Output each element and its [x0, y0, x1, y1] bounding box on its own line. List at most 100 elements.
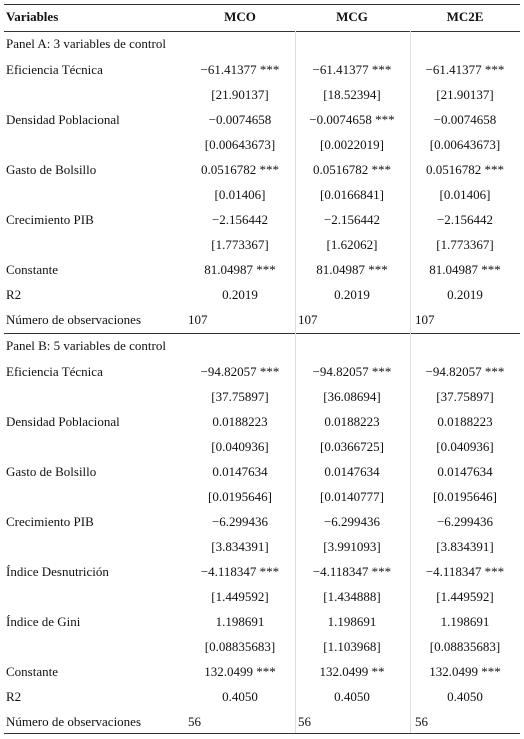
- row-label: Eficiencia Técnica: [6, 364, 103, 379]
- cell: [1.773367]: [436, 237, 494, 252]
- cell: −6.299436: [211, 514, 269, 529]
- row-label: Número de observaciones: [6, 714, 142, 729]
- rule: [4, 31, 520, 32]
- header-cell: MC2E: [446, 9, 484, 24]
- row-label: Número de observaciones: [6, 312, 142, 327]
- column-separator: [295, 31, 296, 733]
- cell: [0.08835683]: [204, 639, 276, 654]
- cell: 0.0516782 ***: [426, 162, 504, 177]
- cell: 56: [298, 714, 311, 729]
- row-label: Densidad Poblacional: [6, 414, 120, 429]
- row-label: R2: [6, 689, 22, 704]
- row-label: Crecimiento PIB: [6, 514, 94, 529]
- cell: [0.0166841]: [320, 187, 384, 202]
- cell: [1.103968]: [323, 639, 381, 654]
- rule: [4, 333, 520, 334]
- cell: [37.75897]: [436, 389, 494, 404]
- cell: [0.0022019]: [320, 137, 384, 152]
- cell: [0.0195646]: [208, 489, 272, 504]
- cell: 107: [415, 312, 435, 327]
- cell: −2.156442: [211, 212, 269, 227]
- cell: 0.0188223: [212, 414, 268, 429]
- cell: 81.04987 ***: [204, 262, 276, 277]
- cell: [0.0366725]: [320, 439, 384, 454]
- cell: −94.82057 ***: [425, 364, 505, 379]
- cell: [1.449592]: [211, 589, 269, 604]
- cell: 81.04987 ***: [316, 262, 388, 277]
- rule: [4, 4, 520, 5]
- cell: −61.41377 ***: [425, 62, 505, 77]
- row-label: Eficiencia Técnica: [6, 62, 103, 77]
- row-label: Índice Desnutrición: [6, 564, 109, 579]
- cell: [36.08694]: [323, 389, 381, 404]
- cell: [0.040936]: [211, 439, 269, 454]
- cell: [37.75897]: [211, 389, 269, 404]
- cell: 1.198691: [215, 614, 265, 629]
- cell: [0.08835683]: [429, 639, 501, 654]
- cell: [21.90137]: [211, 87, 269, 102]
- cell: 0.0188223: [437, 414, 493, 429]
- cell: [3.834391]: [211, 539, 269, 554]
- cell: 0.0516782 ***: [313, 162, 391, 177]
- cell: −94.82057 ***: [200, 364, 280, 379]
- cell: −0.0074658 ***: [309, 112, 395, 127]
- panel-title: Panel B: 5 variables de control: [6, 338, 166, 353]
- cell: 107: [298, 312, 318, 327]
- rule: [4, 733, 520, 734]
- cell: 56: [415, 714, 428, 729]
- row-label: Gasto de Bolsillo: [6, 464, 97, 479]
- cell: −61.41377 ***: [312, 62, 392, 77]
- cell: −0.0074658: [433, 112, 497, 127]
- cell: 0.0147634: [437, 464, 493, 479]
- cell: −0.0074658: [208, 112, 272, 127]
- cell: [1.449592]: [436, 589, 494, 604]
- cell: [0.01406]: [439, 187, 491, 202]
- cell: −6.299436: [436, 514, 494, 529]
- cell: −4.118347 ***: [200, 564, 280, 579]
- row-label: Índice de Gini: [6, 614, 81, 629]
- cell: [21.90137]: [436, 87, 494, 102]
- cell: 1.198691: [327, 614, 377, 629]
- cell: 0.0516782 ***: [201, 162, 279, 177]
- header-cell: Variables: [6, 9, 59, 24]
- cell: [0.0195646]: [433, 489, 497, 504]
- cell: 1.198691: [440, 614, 490, 629]
- cell: [3.991093]: [323, 539, 381, 554]
- cell: 0.4050: [222, 689, 258, 704]
- cell: 132.0499 ***: [429, 664, 501, 679]
- cell: [3.834391]: [436, 539, 494, 554]
- cell: 107: [188, 312, 208, 327]
- cell: 56: [188, 714, 201, 729]
- panel-title: Panel A: 3 variables de control: [6, 36, 166, 51]
- cell: 0.0147634: [212, 464, 268, 479]
- cell: 0.0147634: [324, 464, 380, 479]
- cell: 0.4050: [447, 689, 483, 704]
- cell: [0.0140777]: [320, 489, 384, 504]
- cell: −2.156442: [323, 212, 381, 227]
- header-cell: MCO: [224, 9, 256, 24]
- cell: 0.4050: [334, 689, 370, 704]
- header-cell: MCG: [336, 9, 368, 24]
- cell: [18.52394]: [323, 87, 381, 102]
- cell: [1.62062]: [326, 237, 378, 252]
- cell: [0.00643673]: [429, 137, 501, 152]
- cell: −6.299436: [323, 514, 381, 529]
- cell: −4.118347 ***: [425, 564, 505, 579]
- cell: 132.0499 ***: [204, 664, 276, 679]
- row-label: Gasto de Bolsillo: [6, 162, 97, 177]
- cell: [1.773367]: [211, 237, 269, 252]
- cell: 0.2019: [447, 287, 483, 302]
- row-label: R2: [6, 287, 22, 302]
- row-label: Densidad Poblacional: [6, 112, 120, 127]
- cell: 0.2019: [222, 287, 258, 302]
- cell: −61.41377 ***: [200, 62, 280, 77]
- cell: 0.2019: [334, 287, 370, 302]
- cell: −2.156442: [436, 212, 494, 227]
- cell: −94.82057 ***: [312, 364, 392, 379]
- cell: [0.00643673]: [204, 137, 276, 152]
- cell: [1.434888]: [323, 589, 381, 604]
- row-label: Crecimiento PIB: [6, 212, 94, 227]
- cell: [0.01406]: [214, 187, 266, 202]
- row-label: Constante: [6, 262, 58, 277]
